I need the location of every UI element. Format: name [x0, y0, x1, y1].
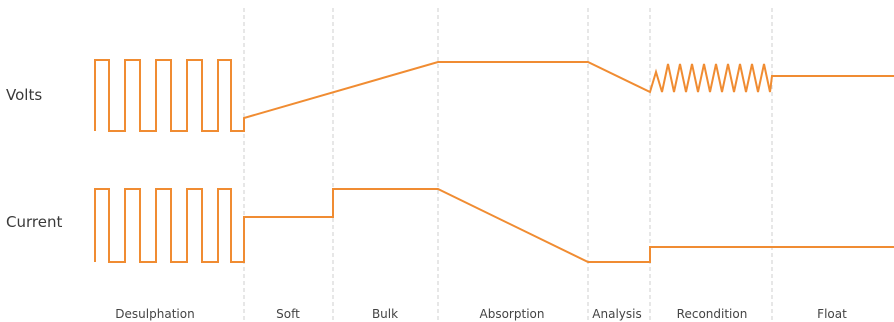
current-waveform [94, 188, 894, 263]
stage-label-desulphation: Desulphation [115, 307, 195, 321]
stage-dividers [243, 8, 773, 320]
volts-label: Volts [6, 86, 43, 104]
stage-label-float: Float [817, 307, 847, 321]
stage-label-analysis: Analysis [592, 307, 642, 321]
stage-label-soft: Soft [276, 307, 300, 321]
stage-label-recondition: Recondition [676, 307, 748, 321]
volts-waveform [94, 59, 894, 132]
stage-label-bulk: Bulk [371, 307, 399, 321]
current-label: Current [6, 213, 63, 231]
stage-label-absorption: Absorption [479, 307, 545, 321]
